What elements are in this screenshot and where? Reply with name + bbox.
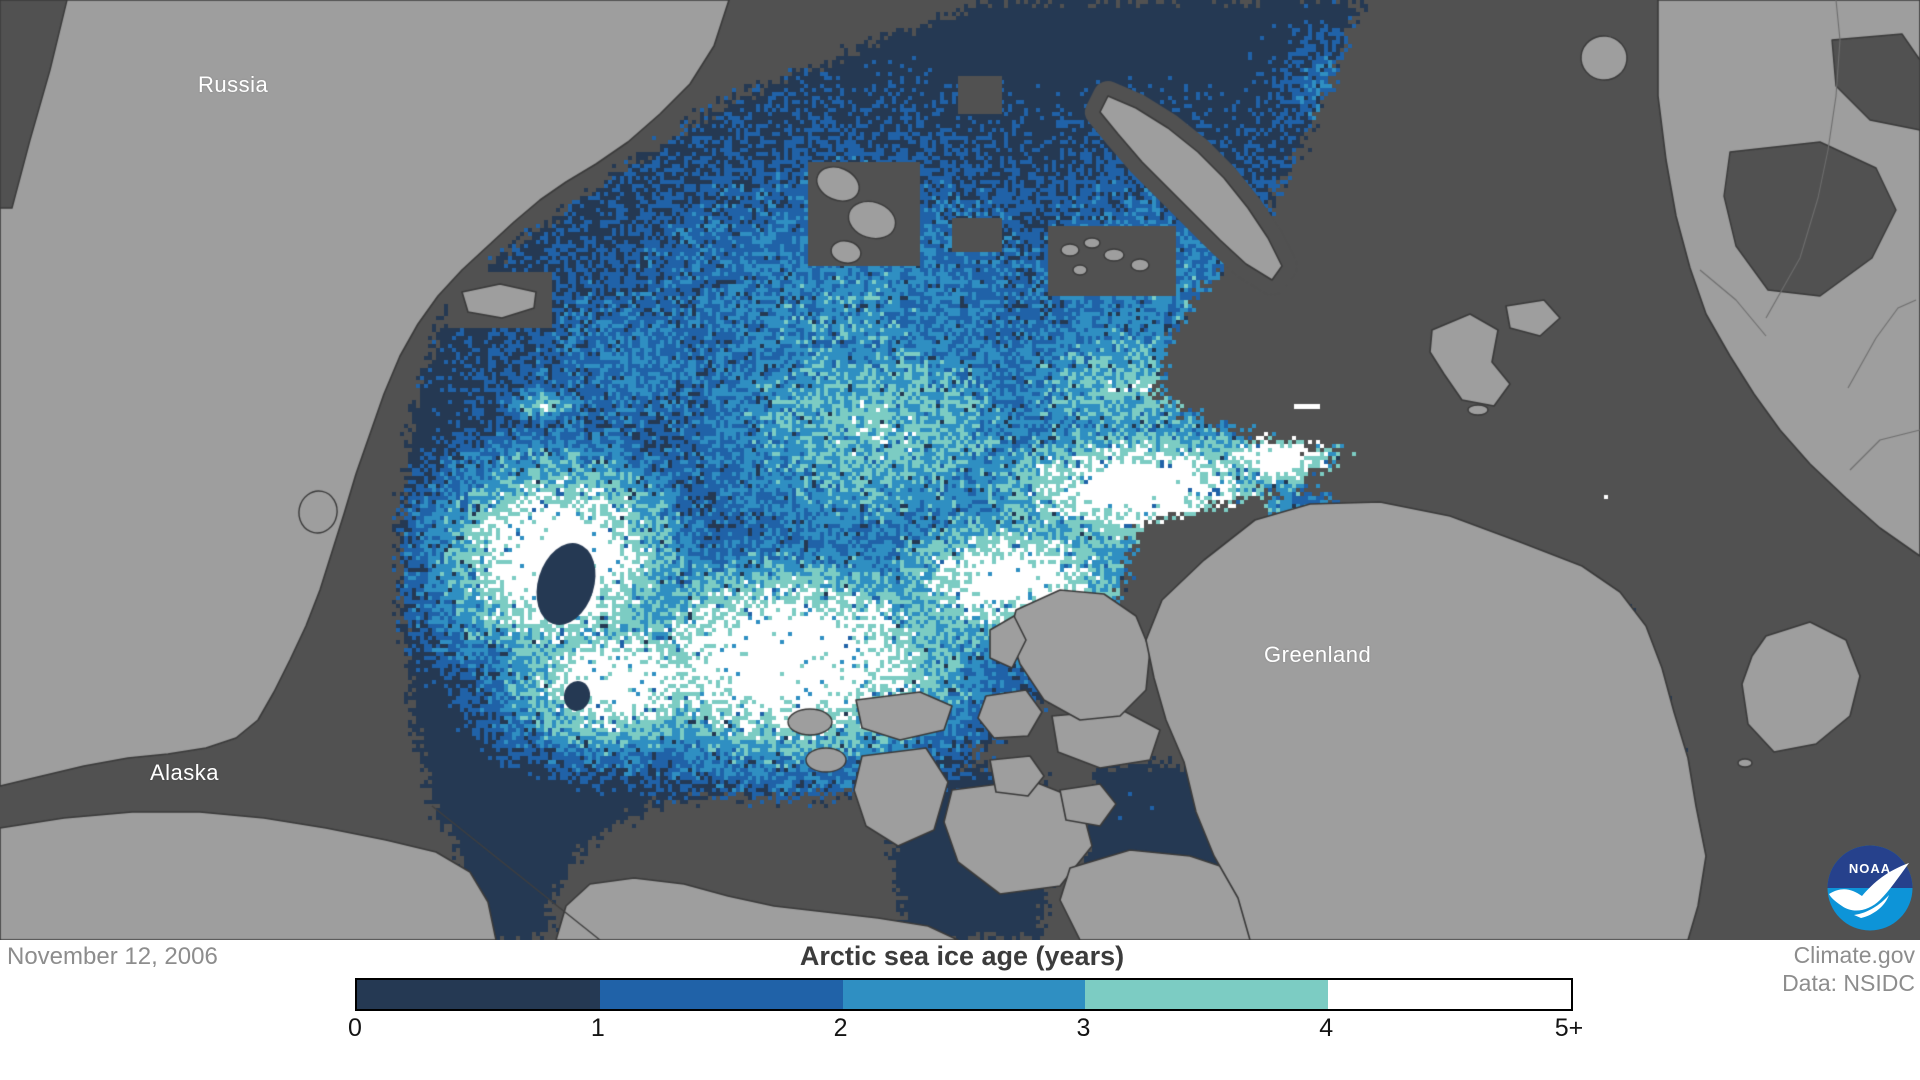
legend-segment-1-2 (599, 980, 843, 1009)
legend-tick-5+: 5+ (1554, 1014, 1584, 1042)
date-label: November 12, 2006 (7, 943, 218, 970)
legend-tick-4: 4 (1319, 1014, 1334, 1042)
noaa-logo-icon: NOAA (1827, 845, 1913, 931)
legend-tick-1: 1 (590, 1014, 605, 1042)
arctic-map: Russia Alaska Greenland NOAA (0, 0, 1920, 940)
map-label-greenland: Greenland (1264, 642, 1372, 667)
legend-segment-3-4 (1085, 980, 1329, 1009)
legend-tick-2: 2 (833, 1014, 848, 1042)
legend-ticks: 0 1 2 3 4 5+ (348, 1014, 1583, 1044)
map-label-alaska: Alaska (150, 760, 220, 785)
attribution-source: Data: NSIDC (1782, 970, 1915, 996)
legend-segment-4-5+ (1328, 980, 1571, 1009)
legend-title: Arctic sea ice age (years) (799, 941, 1125, 971)
arctic-sea-ice-map-canvas (0, 0, 1920, 940)
legend-colorbar (355, 978, 1573, 1011)
legend-segment-0-1 (357, 980, 600, 1009)
legend-tick-0: 0 (348, 1014, 362, 1042)
map-label-russia: Russia (198, 72, 269, 97)
footer-bar: November 12, 2006 Arctic sea ice age (ye… (0, 940, 1920, 1080)
attribution-site: Climate.gov (1793, 942, 1915, 968)
legend-tick-3: 3 (1076, 1014, 1091, 1042)
attribution: Climate.gov Data: NSIDC (1782, 941, 1915, 997)
legend-segment-2-3 (842, 980, 1086, 1009)
noaa-logo-text: NOAA (1849, 861, 1891, 876)
ice-age-legend: Arctic sea ice age (years) 0 1 2 3 4 5+ (348, 940, 1583, 1080)
